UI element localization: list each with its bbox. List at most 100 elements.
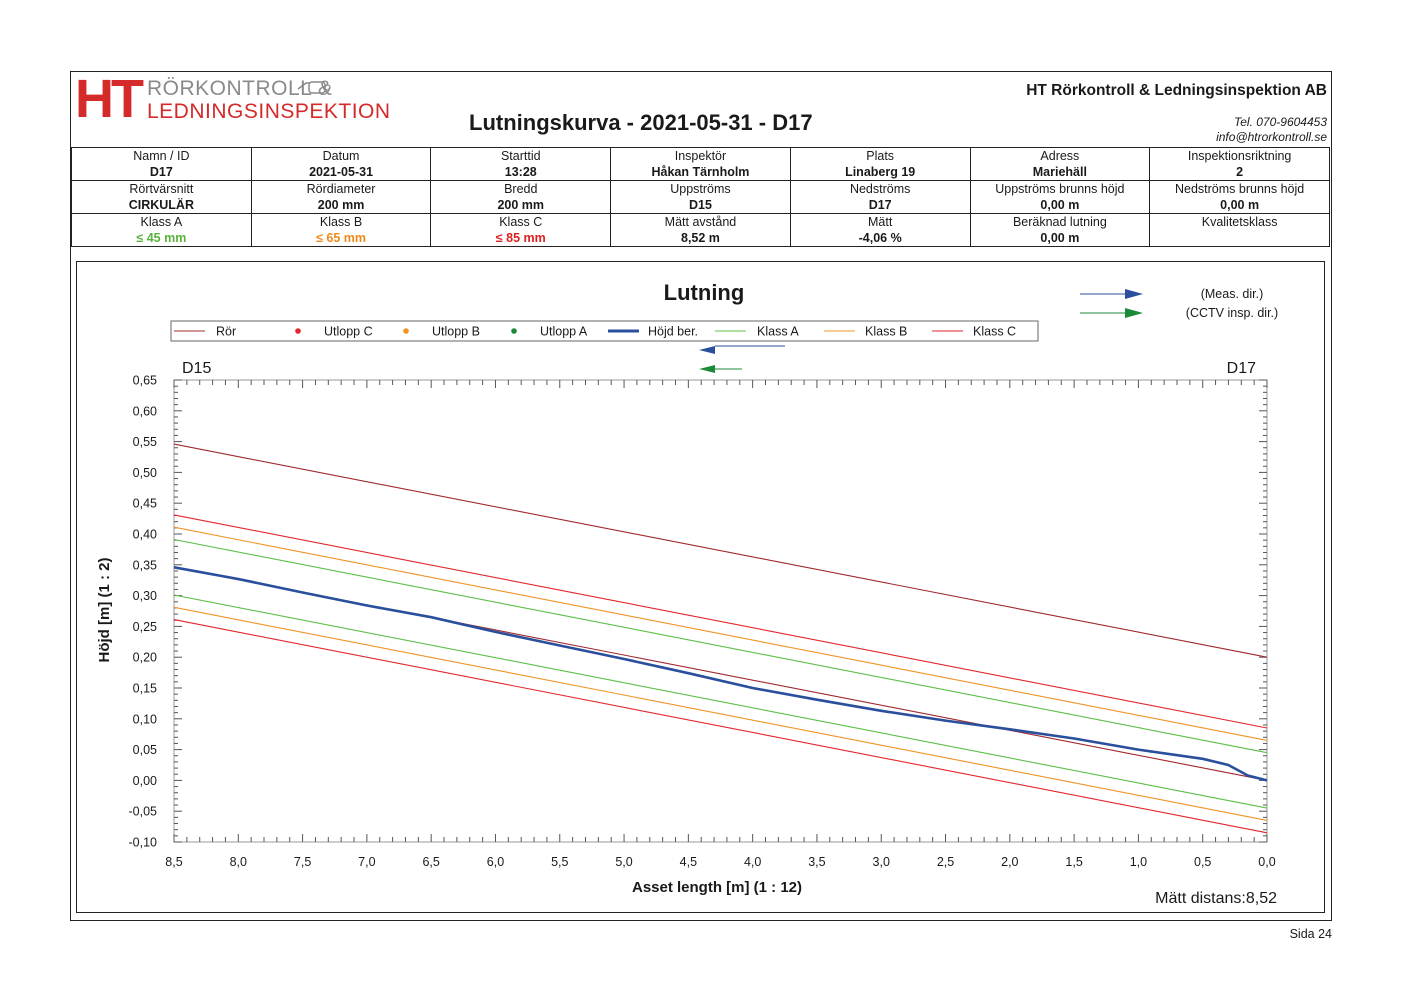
- meas-dir-label: (Meas. dir.): [1201, 287, 1264, 301]
- measured-distance-label: Mätt distans:8,52: [1155, 890, 1277, 907]
- x-tick-label: 0,5: [1194, 855, 1211, 869]
- tick-labels: 8,5 8,0 7,5 7,0 6,5 6,0 5,5 5,0 4,5 4,0 3,5 3,0 2,5 2…: [129, 374, 1276, 870]
- legend-label-ror: Rör: [216, 325, 236, 339]
- legend-label-utlopp-a: Utlopp A: [540, 325, 588, 339]
- chart-title: Lutning: [664, 280, 745, 305]
- y-tick-label: 0,25: [133, 620, 157, 634]
- y-tick-label: -0,10: [129, 836, 158, 850]
- info-cell-upstream: Uppströms D15: [610, 180, 791, 214]
- info-cell-inspector: Inspektör Håkan Tärnholm: [610, 147, 791, 181]
- chart-container: Lutning (Meas. dir.) (CCTV insp. dir.) R…: [76, 261, 1325, 913]
- y-tick-label: 0,50: [133, 466, 157, 480]
- axis-ticks: [173, 379, 1268, 843]
- info-cell-cross-section: Rörtvärsnitt CIRKULÄR: [71, 180, 252, 214]
- x-tick-label: 0,0: [1258, 855, 1275, 869]
- report-frame: HT RÖRKONTROLL & LEDNINGSINSPEKTION HT R…: [70, 71, 1332, 921]
- y-tick-label: 0,60: [133, 404, 157, 418]
- y-axis-label: Höjd [m] (1 : 2): [96, 558, 113, 663]
- series-klass-c-line: [173, 514, 1268, 729]
- y-tick-label: 0,20: [133, 651, 157, 665]
- x-tick-label: 8,5: [165, 855, 182, 869]
- x-tick-label: 7,5: [294, 855, 311, 869]
- company-logo: HT RÖRKONTROLL & LEDNINGSINSPEKTION: [75, 69, 390, 129]
- info-cell-measured-distance: Mätt avstånd 8,52 m: [610, 213, 791, 247]
- info-cell-class-c: Klass C ≤ 85 mm: [430, 213, 612, 247]
- info-row-3: Klass A ≤ 45 mm Klass B ≤ 65 mm Klass C ≤ 8…: [71, 213, 1330, 247]
- legend-label-hojd-ber: Höjd ber.: [648, 325, 698, 339]
- legend-swatch-utlopp-c: [295, 328, 301, 334]
- cctv-dir-arrow-small: [699, 365, 742, 373]
- right-node-label: D17: [1227, 360, 1256, 377]
- x-tick-label: 8,0: [230, 855, 247, 869]
- y-tick-label: -0,05: [129, 805, 158, 819]
- legend-label-utlopp-c: Utlopp C: [324, 325, 373, 339]
- info-cell-diameter: Rördiameter 200 mm: [250, 180, 432, 214]
- y-tick-label: 0,05: [133, 743, 157, 757]
- series-h-jd-ber--line: [173, 566, 1268, 782]
- logo-line-1: RÖRKONTROLL &: [147, 77, 333, 100]
- series-klass-a-line: [173, 538, 1268, 754]
- chart-legend: Rör Utlopp C Utlopp B Utlopp A Höjd ber.…: [170, 320, 1039, 342]
- y-tick-label: 0,65: [133, 374, 157, 388]
- x-tick-label: 4,0: [744, 855, 761, 869]
- info-row-1: Namn / ID D17 Datum 2021-05-31 Starttid 13:…: [71, 147, 1330, 181]
- legend-label-utlopp-b: Utlopp B: [432, 325, 480, 339]
- y-tick-label: 0,35: [133, 558, 157, 572]
- cctv-dir-arrow: [1080, 308, 1143, 318]
- info-cell-direction: Inspektionsriktning 2: [1149, 147, 1330, 181]
- x-tick-label: 6,5: [422, 855, 439, 869]
- email-address: info@htrorkontroll.se: [1216, 130, 1327, 144]
- y-tick-label: 0,30: [133, 589, 157, 603]
- plot-area: [173, 379, 1268, 843]
- y-tick-label: 0,40: [133, 528, 157, 542]
- info-cell-downstream-height: Nedströms brunns höjd 0,00 m: [1149, 180, 1330, 214]
- legend-label-klass-b: Klass B: [865, 325, 907, 339]
- info-cell-location: Plats Linaberg 19: [789, 147, 971, 181]
- page-number: Sida 24: [1289, 927, 1332, 941]
- info-cell-date: Datum 2021-05-31: [250, 147, 432, 181]
- info-cell-address: Adress Mariehäll: [969, 147, 1151, 181]
- legend-swatch-utlopp-b: [403, 328, 409, 334]
- inspection-info-table: Namn / ID D17 Datum 2021-05-31 Starttid 13:…: [71, 147, 1330, 247]
- x-tick-label: 2,5: [937, 855, 954, 869]
- y-tick-label: 0,15: [133, 682, 157, 696]
- series-klass-b-line: [173, 606, 1268, 821]
- x-tick-label: 1,0: [1130, 855, 1147, 869]
- x-tick-label: 5,0: [615, 855, 632, 869]
- info-cell-class-b: Klass B ≤ 65 mm: [250, 213, 432, 247]
- info-cell-measured: Mätt -4,06 %: [789, 213, 971, 247]
- legend-label-klass-a: Klass A: [757, 325, 799, 339]
- left-node-label: D15: [182, 360, 211, 377]
- series-klass-c-line: [173, 619, 1268, 834]
- info-row-2: Rörtvärsnitt CIRKULÄR Rördiameter 200 mm B…: [71, 180, 1330, 214]
- info-cell-upstream-height: Uppströms brunns höjd 0,00 m: [969, 180, 1151, 214]
- series-r-r-line: [173, 443, 1268, 658]
- logo-line-2: LEDNINGSINSPEKTION: [147, 100, 391, 123]
- x-tick-label: 3,0: [873, 855, 890, 869]
- x-tick-label: 7,0: [358, 855, 375, 869]
- info-cell-quality-class: Kvalitetsklass: [1149, 213, 1330, 247]
- y-tick-label: 0,00: [133, 774, 157, 788]
- x-axis-label: Asset length [m] (1 : 12): [632, 879, 802, 896]
- info-cell-width: Bredd 200 mm: [430, 180, 612, 214]
- x-tick-label: 5,5: [551, 855, 568, 869]
- x-tick-label: 2,0: [1001, 855, 1018, 869]
- x-tick-label: 4,5: [680, 855, 697, 869]
- cctv-dir-label: (CCTV insp. dir.): [1186, 306, 1278, 320]
- page-title: Lutningskurva - 2021-05-31 - D17: [469, 110, 813, 135]
- y-tick-label: 0,55: [133, 435, 157, 449]
- logo-ht-text: HT: [75, 69, 144, 129]
- series-klass-a-line: [173, 594, 1268, 809]
- series-klass-b-line: [173, 526, 1268, 741]
- info-cell-name: Namn / ID D17: [71, 147, 252, 181]
- legend-label-klass-c: Klass C: [973, 325, 1016, 339]
- info-cell-calculated-slope: Beräknad lutning 0,00 m: [969, 213, 1151, 247]
- meas-dir-arrow: [1080, 289, 1143, 299]
- plot-frame: [173, 379, 1268, 843]
- phone-number: Tel. 070-9604453: [1234, 115, 1327, 129]
- camera-icon: [297, 81, 331, 94]
- meas-dir-arrow-small: [699, 345, 785, 354]
- series-group: [173, 443, 1268, 834]
- info-cell-class-a: Klass A ≤ 45 mm: [71, 213, 252, 247]
- y-tick-label: 0,10: [133, 712, 157, 726]
